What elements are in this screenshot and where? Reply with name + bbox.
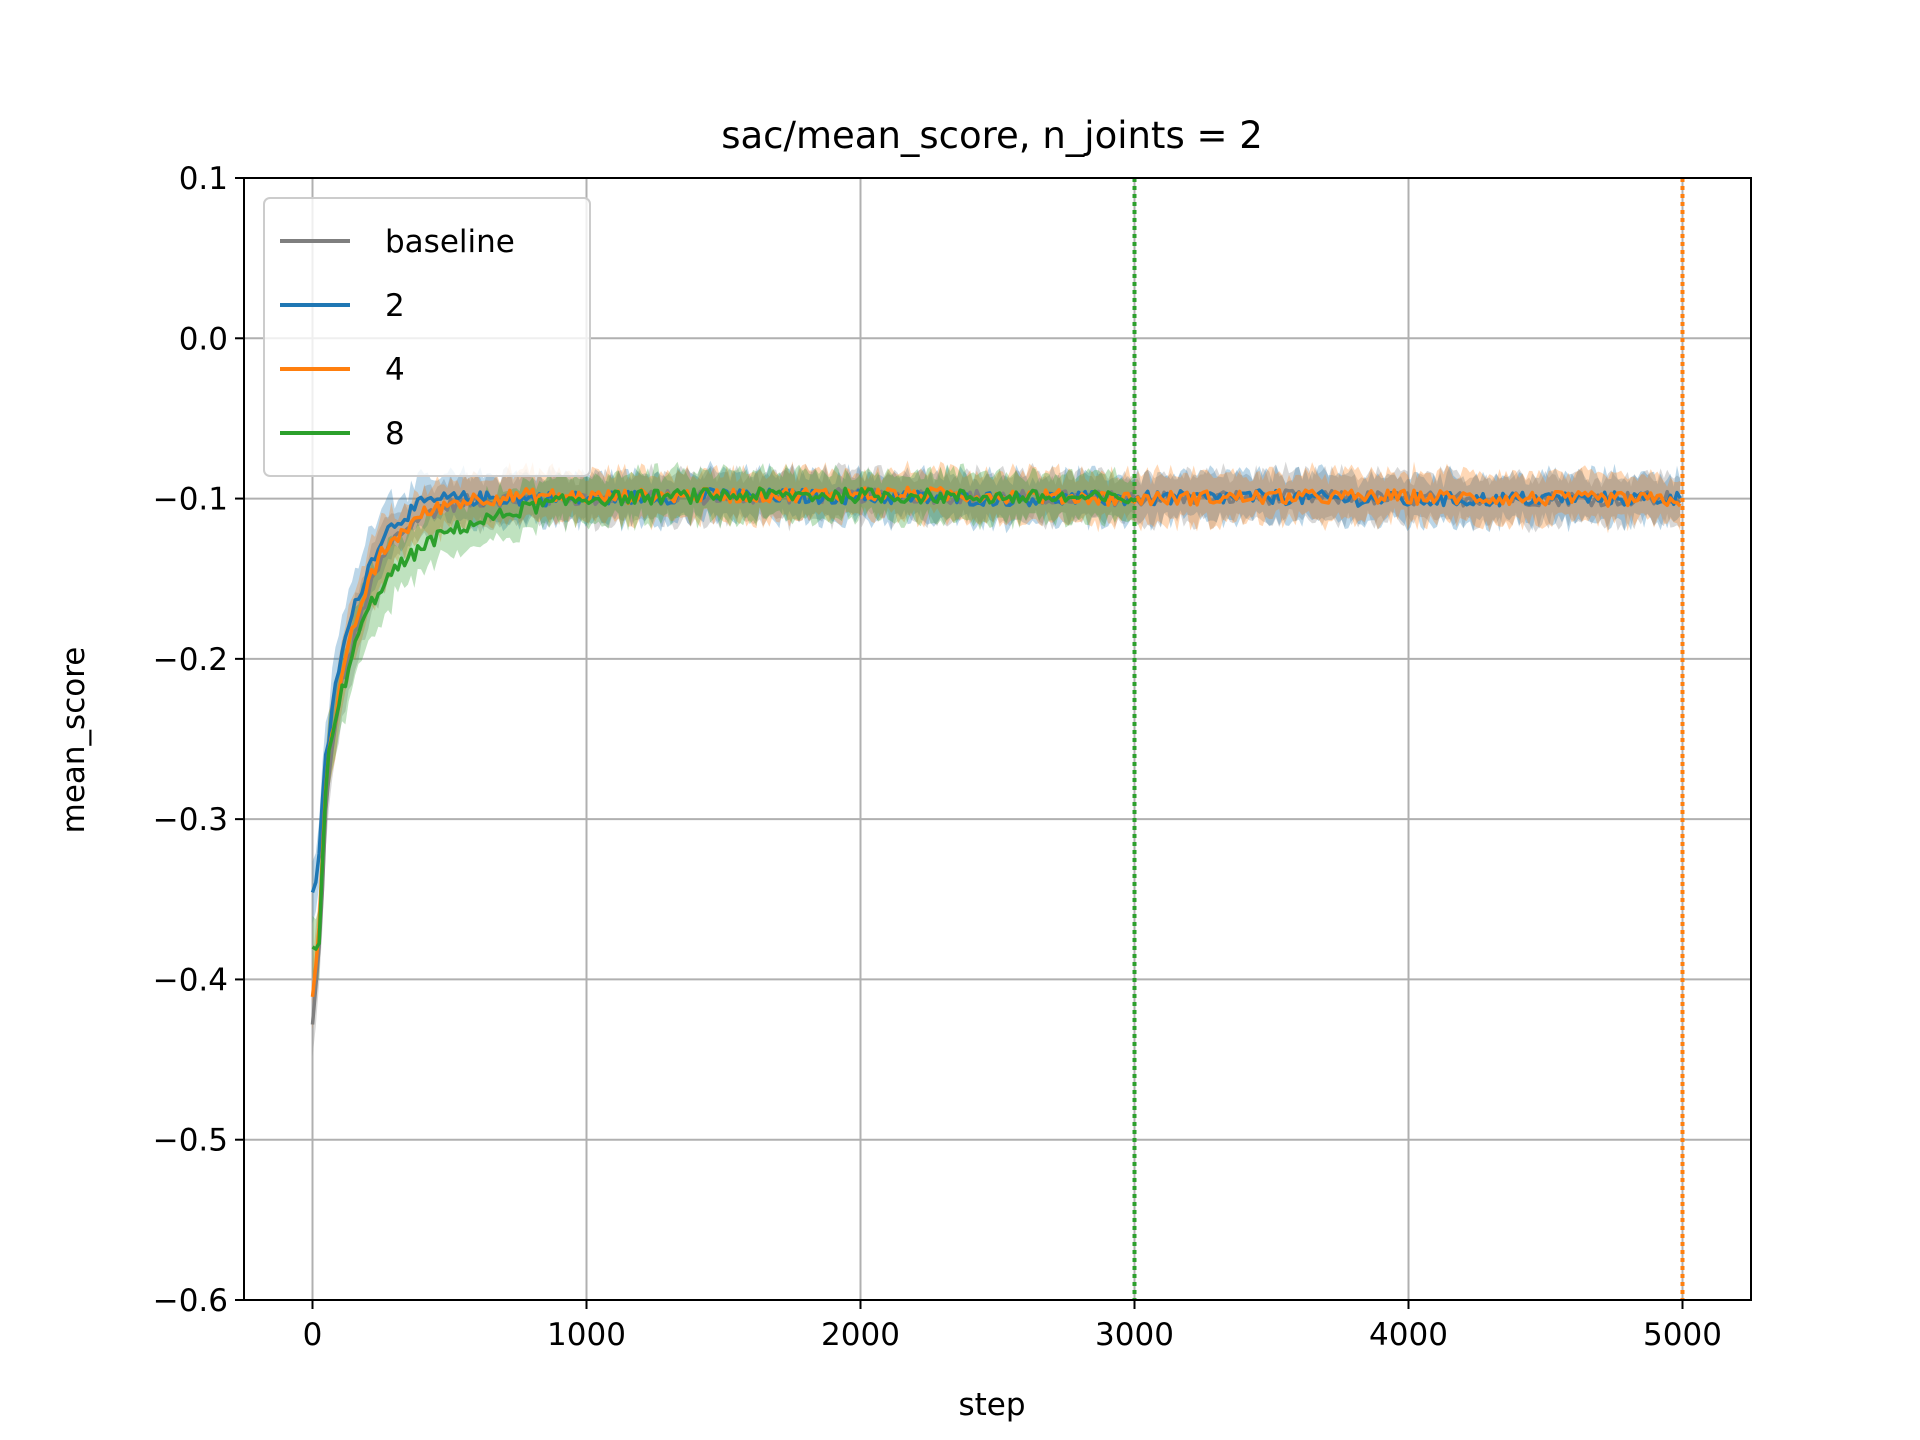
vertical-markers: [1132, 178, 1685, 1300]
x-tick-label: 2000: [821, 1317, 900, 1353]
x-tick-label: 3000: [1095, 1317, 1174, 1353]
y-tick-label: −0.3: [153, 802, 228, 838]
y-axis-ticks: 0.1 0.0 −0.1 −0.2 −0.3 −0.4 −0.5 −0.6: [153, 161, 244, 1319]
series-line-4: [310, 485, 1682, 997]
series-line-2: [310, 487, 1682, 893]
legend: baseline 2 4 8: [263, 197, 591, 477]
confidence-bands: [312, 460, 1681, 1057]
series-line-8: [311, 486, 1136, 951]
x-tick-label: 1000: [547, 1317, 626, 1353]
series-line-baseline: [310, 486, 1682, 1025]
y-tick-label: −0.2: [153, 642, 228, 678]
plot-area-frame: [243, 177, 1752, 1301]
y-axis-label: mean_score: [56, 647, 92, 834]
legend-label-2: 2: [385, 288, 405, 324]
chart-title: sac/mean_score, n_joints = 2: [721, 114, 1263, 157]
legend-label-baseline: baseline: [385, 224, 515, 260]
legend-label-8: 8: [385, 416, 405, 452]
series-band-baseline: [312, 461, 1681, 1057]
y-tick-label: −0.4: [153, 962, 228, 998]
x-axis-label: step: [958, 1387, 1025, 1423]
y-tick-label: −0.5: [153, 1123, 228, 1159]
x-axis-ticks: 0 1000 2000 3000 4000 5000: [303, 1300, 1722, 1353]
y-tick-label: 0.0: [179, 321, 228, 357]
x-tick-label: 4000: [1369, 1317, 1448, 1353]
legend-label-4: 4: [385, 352, 405, 388]
y-tick-label: −0.6: [153, 1283, 228, 1319]
x-tick-label: 5000: [1643, 1317, 1722, 1353]
x-tick-label: 0: [303, 1317, 323, 1353]
y-tick-label: 0.1: [179, 161, 228, 197]
legend-box: [263, 197, 591, 477]
series-lines: [310, 485, 1682, 1025]
y-tick-label: −0.1: [153, 482, 228, 518]
series-band-8: [312, 461, 1135, 980]
series-band-4: [312, 460, 1681, 1030]
